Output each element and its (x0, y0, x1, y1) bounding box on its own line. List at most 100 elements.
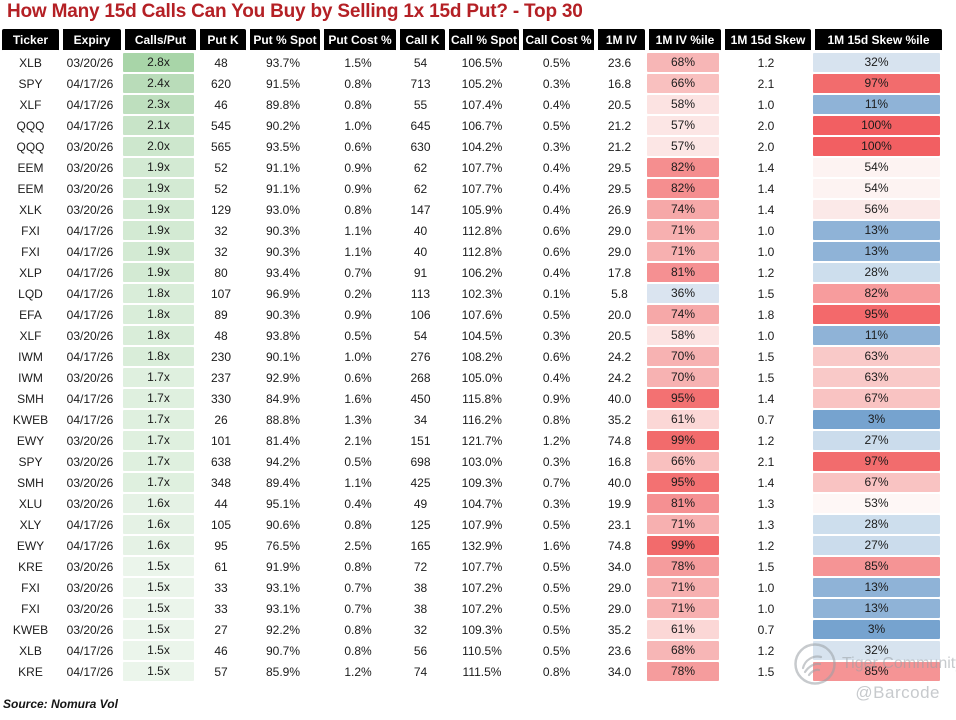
cell-calls-per-put: 1.6x (121, 535, 196, 556)
cell-put-pct-spot: 96.9% (246, 283, 320, 304)
cell-put-pct-spot: 93.4% (246, 262, 320, 283)
cell-1m-iv-pctile: 95% (645, 388, 721, 409)
cell-calls-per-put: 2.0x (121, 136, 196, 157)
cell-1m-15d-skew-pctile: 13% (811, 220, 942, 241)
cell-ticker: EWY (2, 430, 59, 451)
cell-call-k: 55 (396, 94, 445, 115)
cell-call-k: 147 (396, 199, 445, 220)
cell-1m-15d-skew: 1.5 (721, 346, 811, 367)
cell-ticker: KWEB (2, 619, 59, 640)
cell-1m-iv-pctile: 71% (645, 577, 721, 598)
heatmap-cell-fill: 1.8x (123, 347, 194, 366)
cell-put-k: 57 (196, 661, 246, 682)
cell-put-k: 44 (196, 493, 246, 514)
cell-put-pct-spot: 93.1% (246, 577, 320, 598)
heatmap-cell-fill: 57% (647, 137, 719, 156)
heatmap-cell-fill: 95% (813, 305, 940, 324)
cell-expiry: 03/20/26 (59, 619, 121, 640)
cell-expiry: 03/20/26 (59, 493, 121, 514)
cell-call-cost-pct: 0.4% (519, 178, 594, 199)
cell-expiry: 04/17/26 (59, 73, 121, 94)
heatmap-cell-fill: 2.0x (123, 137, 194, 156)
cell-1m-iv: 29.0 (594, 220, 645, 241)
heatmap-cell-fill: 100% (813, 116, 940, 135)
cell-put-k: 33 (196, 598, 246, 619)
cell-ticker: QQQ (2, 115, 59, 136)
cell-call-cost-pct: 0.3% (519, 325, 594, 346)
cell-1m-iv: 21.2 (594, 136, 645, 157)
cell-calls-per-put: 1.5x (121, 556, 196, 577)
cell-1m-15d-skew-pctile: 11% (811, 94, 942, 115)
cell-put-k: 26 (196, 409, 246, 430)
cell-call-k: 34 (396, 409, 445, 430)
cell-put-cost-pct: 0.8% (320, 514, 396, 535)
cell-call-k: 32 (396, 619, 445, 640)
heatmap-cell-fill: 11% (813, 326, 940, 345)
cell-put-cost-pct: 0.8% (320, 94, 396, 115)
table-row: FXI 04/17/26 1.9x 32 90.3% 1.1% 40 112.8% 0.6% 29… (2, 241, 942, 262)
cell-ticker: XLF (2, 325, 59, 346)
heatmap-cell-fill: 2.3x (123, 95, 194, 114)
cell-put-pct-spot: 91.1% (246, 157, 320, 178)
cell-call-pct-spot: 112.8% (445, 220, 519, 241)
cell-call-cost-pct: 0.4% (519, 367, 594, 388)
cell-put-cost-pct: 1.0% (320, 346, 396, 367)
cell-1m-iv: 74.8 (594, 535, 645, 556)
cell-put-k: 48 (196, 325, 246, 346)
cell-ticker: XLY (2, 514, 59, 535)
cell-call-pct-spot: 107.2% (445, 598, 519, 619)
heatmap-cell-fill: 27% (813, 431, 940, 450)
cell-call-pct-spot: 107.7% (445, 157, 519, 178)
heatmap-cell-fill: 66% (647, 74, 719, 93)
cell-expiry: 03/20/26 (59, 199, 121, 220)
table-row: EWY 04/17/26 1.6x 95 76.5% 2.5% 165 132.9% 1.6% 7… (2, 535, 942, 556)
heatmap-cell-fill: 71% (647, 221, 719, 240)
cell-calls-per-put: 1.7x (121, 388, 196, 409)
table-row: XLP 04/17/26 1.9x 80 93.4% 0.7% 91 106.2% 0.4% 17… (2, 262, 942, 283)
cell-1m-15d-skew: 1.0 (721, 325, 811, 346)
cell-put-pct-spot: 90.2% (246, 115, 320, 136)
cell-1m-iv: 20.0 (594, 304, 645, 325)
cell-calls-per-put: 2.1x (121, 115, 196, 136)
cell-ticker: XLP (2, 262, 59, 283)
heatmap-cell-fill: 61% (647, 410, 719, 429)
cell-call-cost-pct: 0.4% (519, 94, 594, 115)
cell-calls-per-put: 1.6x (121, 514, 196, 535)
table-row: SMH 04/17/26 1.7x 330 84.9% 1.6% 450 115.8% 0.9%… (2, 388, 942, 409)
cell-calls-per-put: 1.5x (121, 619, 196, 640)
cell-call-pct-spot: 107.9% (445, 514, 519, 535)
table-body: XLB 03/20/26 2.8x 48 93.7% 1.5% 54 106.5% 0.5% 23… (2, 52, 942, 682)
column-header-1m-iv: 1M IV (594, 29, 645, 52)
cell-call-cost-pct: 0.4% (519, 157, 594, 178)
cell-1m-15d-skew: 2.1 (721, 451, 811, 472)
cell-call-pct-spot: 121.7% (445, 430, 519, 451)
cell-1m-15d-skew: 1.5 (721, 283, 811, 304)
column-header-1m-15d-skew-pctile: 1M 15d Skew %ile (811, 29, 942, 52)
table-row: FXI 04/17/26 1.9x 32 90.3% 1.1% 40 112.8% 0.6% 29… (2, 220, 942, 241)
heatmap-cell-fill: 68% (647, 53, 719, 72)
cell-1m-iv: 29.5 (594, 157, 645, 178)
heatmap-cell-fill: 99% (647, 431, 719, 450)
cell-ticker: SMH (2, 388, 59, 409)
cell-call-cost-pct: 0.7% (519, 472, 594, 493)
heatmap-cell-fill: 85% (813, 662, 940, 681)
cell-1m-iv: 34.0 (594, 661, 645, 682)
cell-1m-iv-pctile: 71% (645, 241, 721, 262)
cell-call-cost-pct: 0.5% (519, 514, 594, 535)
cell-put-cost-pct: 1.0% (320, 115, 396, 136)
table-row: FXI 03/20/26 1.5x 33 93.1% 0.7% 38 107.2% 0.5% 29… (2, 598, 942, 619)
cell-expiry: 03/20/26 (59, 598, 121, 619)
heatmap-cell-fill: 74% (647, 200, 719, 219)
heatmap-cell-fill: 1.8x (123, 284, 194, 303)
cell-expiry: 03/20/26 (59, 556, 121, 577)
cell-call-pct-spot: 111.5% (445, 661, 519, 682)
cell-1m-15d-skew-pctile: 67% (811, 388, 942, 409)
heatmap-cell-fill: 66% (647, 452, 719, 471)
cell-1m-15d-skew-pctile: 32% (811, 52, 942, 73)
heatmap-cell-fill: 70% (647, 368, 719, 387)
cell-1m-iv: 16.8 (594, 73, 645, 94)
cell-calls-per-put: 1.8x (121, 283, 196, 304)
column-header-calls-per-put: Calls/Put (121, 29, 196, 52)
cell-1m-iv: 19.9 (594, 493, 645, 514)
heatmap-cell-fill: 53% (813, 494, 940, 513)
